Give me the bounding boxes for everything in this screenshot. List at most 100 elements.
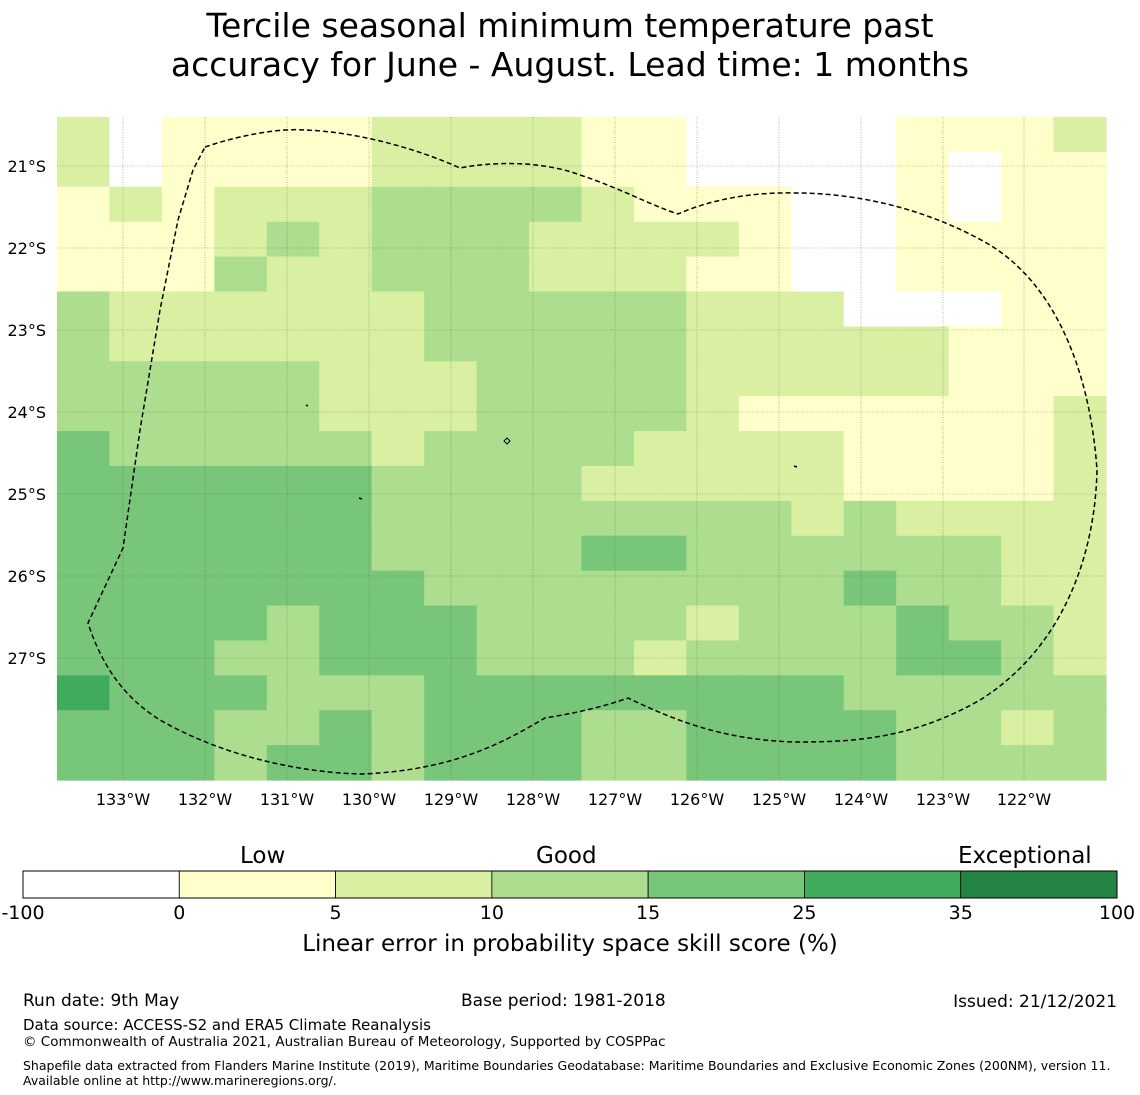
latitude-label: 27°S xyxy=(7,649,46,668)
grid-cell xyxy=(371,710,425,746)
run-date: Run date: 9th May xyxy=(23,991,180,1011)
grid-cell xyxy=(57,396,111,432)
grid-cell xyxy=(948,361,1002,397)
grid-cell xyxy=(319,465,373,502)
grid-cell xyxy=(214,151,268,188)
longitude-label: 132°W xyxy=(178,790,233,809)
grid-cell xyxy=(424,117,478,153)
grid-cell xyxy=(109,117,163,153)
grid-cell xyxy=(161,361,215,397)
grid-cell xyxy=(476,186,530,223)
grid-cell xyxy=(1001,710,1055,746)
grid-cell xyxy=(686,326,740,362)
grid-cell xyxy=(948,221,1002,258)
grid-cell xyxy=(896,535,950,572)
grid-cell xyxy=(896,291,950,327)
grid-cell xyxy=(686,465,740,502)
skill-grid xyxy=(57,117,1107,781)
grid-cell xyxy=(1053,186,1107,223)
grid-cell xyxy=(791,291,845,327)
colorbar-segment xyxy=(491,870,649,899)
grid-cell xyxy=(266,465,320,502)
grid-cell xyxy=(948,675,1002,711)
grid-cell xyxy=(791,396,845,432)
grid-cell xyxy=(1053,465,1107,502)
grid-cell xyxy=(214,256,268,293)
grid-cell xyxy=(738,745,792,781)
grid-cell xyxy=(1001,117,1055,153)
grid-cell xyxy=(581,605,635,642)
grid-cell xyxy=(896,605,950,642)
grid-cell xyxy=(57,640,111,676)
grid-cell xyxy=(266,291,320,327)
grid-cell xyxy=(1053,117,1107,153)
grid-cell xyxy=(266,396,320,432)
grid-cell xyxy=(214,326,268,362)
grid-cell xyxy=(266,256,320,293)
grid-cell xyxy=(371,396,425,432)
grid-cell xyxy=(424,186,478,223)
grid-cell xyxy=(57,710,111,746)
grid-cell xyxy=(319,640,373,676)
grid-cell xyxy=(214,396,268,432)
grid-cell xyxy=(738,221,792,258)
grid-cell xyxy=(57,465,111,502)
grid-cell xyxy=(214,117,268,153)
grid-cell xyxy=(161,640,215,676)
grid-cell xyxy=(1053,396,1107,432)
grid-cell xyxy=(57,291,111,327)
grid-cell xyxy=(266,361,320,397)
grid-cell xyxy=(161,535,215,572)
grid-cell xyxy=(686,570,740,607)
grid-cell xyxy=(371,605,425,642)
grid-cell xyxy=(791,117,845,153)
grid-cell xyxy=(686,117,740,153)
grid-cell xyxy=(581,500,635,537)
grid-cell xyxy=(896,500,950,537)
grid-cell xyxy=(948,500,1002,537)
grid-cell xyxy=(319,221,373,258)
grid-cell xyxy=(948,151,1002,188)
grid-cell xyxy=(1053,570,1107,607)
grid-cell xyxy=(57,117,111,153)
grid-cell xyxy=(476,291,530,327)
grid-cell xyxy=(1001,326,1055,362)
grid-cell xyxy=(529,675,583,711)
grid-cell xyxy=(633,675,687,711)
grid-cell xyxy=(424,221,478,258)
grid-cell xyxy=(1001,535,1055,572)
colorbar-segment xyxy=(178,870,336,899)
grid-cell xyxy=(1001,221,1055,258)
grid-cell xyxy=(109,186,163,223)
grid-cell xyxy=(1053,151,1107,188)
grid-cell xyxy=(109,675,163,711)
grid-cell xyxy=(57,605,111,642)
grid-cell xyxy=(686,710,740,746)
grid-cell xyxy=(214,431,268,467)
grid-cell xyxy=(738,675,792,711)
grid-cell xyxy=(109,465,163,502)
grid-cell xyxy=(476,745,530,781)
grid-cell xyxy=(896,361,950,397)
grid-cell xyxy=(791,465,845,502)
grid-cell xyxy=(738,186,792,223)
grid-cell xyxy=(529,326,583,362)
grid-cell xyxy=(161,465,215,502)
grid-cell xyxy=(161,326,215,362)
eez-boundary-line xyxy=(87,128,1098,775)
grid-cell xyxy=(948,535,1002,572)
longitude-label: 133°W xyxy=(96,790,151,809)
grid-cell xyxy=(476,256,530,293)
grid-cell xyxy=(476,326,530,362)
grid-cell xyxy=(529,361,583,397)
latitude-labels: 21°S 22°S 23°S 24°S 25°S 26°S 27°S xyxy=(7,157,46,668)
grid-cell xyxy=(581,221,635,258)
grid-cell xyxy=(633,151,687,188)
grid-cell xyxy=(686,151,740,188)
grid-cell xyxy=(1001,500,1055,537)
grid-cell xyxy=(633,570,687,607)
grid-cell xyxy=(529,431,583,467)
colorbar-tick-label: 35 xyxy=(948,902,973,924)
grid-cell xyxy=(161,431,215,467)
grid-cell xyxy=(57,256,111,293)
